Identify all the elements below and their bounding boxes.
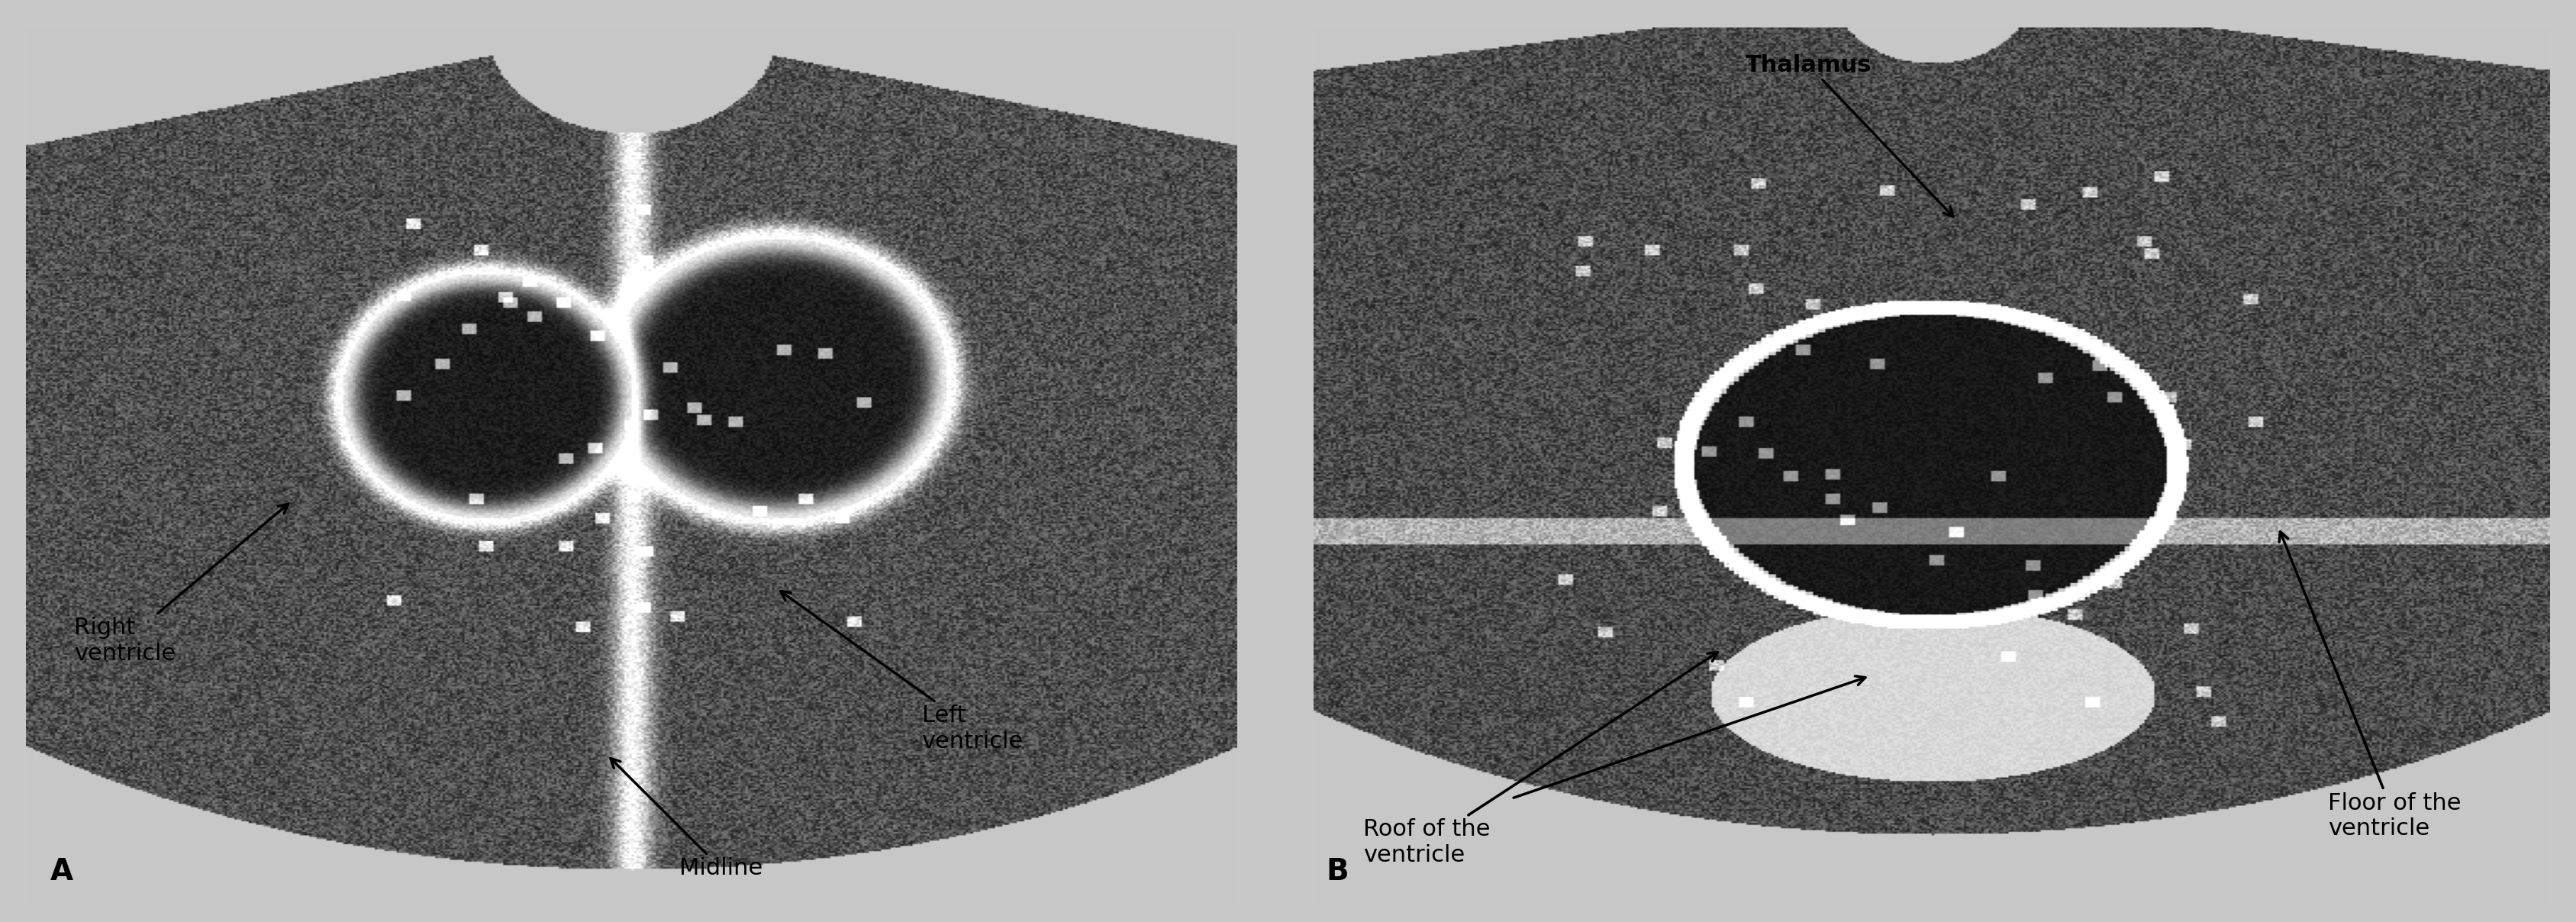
Text: Floor of the
ventricle: Floor of the ventricle xyxy=(2280,532,2460,840)
Text: Right
ventricle: Right ventricle xyxy=(75,504,289,665)
Text: Midline: Midline xyxy=(611,758,762,880)
Text: A: A xyxy=(49,857,72,886)
Text: B: B xyxy=(1327,857,1350,886)
Text: Thalamus: Thalamus xyxy=(1744,54,1953,217)
Text: Roof of the
ventricle: Roof of the ventricle xyxy=(1363,653,1718,866)
Text: Left
ventricle: Left ventricle xyxy=(781,591,1023,752)
